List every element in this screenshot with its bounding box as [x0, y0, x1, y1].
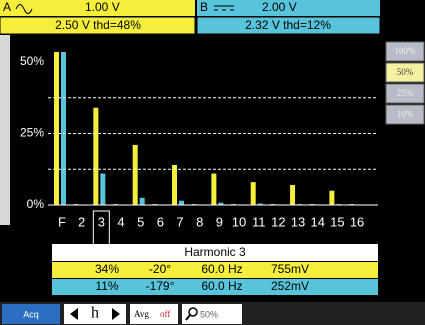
volts-a: 1.00 V [85, 0, 120, 14]
bar [172, 164, 178, 205]
x-tick-label: 3 [98, 214, 105, 229]
scale-label[interactable]: 100% [395, 46, 417, 56]
x-tick-label: 16 [350, 214, 364, 229]
x-tick-label: 4 [117, 214, 124, 229]
readout-value: -179° [146, 279, 175, 293]
channel-a-box [0, 0, 195, 16]
bar [290, 184, 296, 205]
scale-label[interactable]: 50% [397, 67, 414, 77]
volts-b: 2.00 V [262, 0, 297, 14]
thd-b: 2.32 V thd=12% [245, 18, 331, 32]
bar [93, 107, 99, 205]
bar [250, 182, 256, 205]
channel-a-label: A [3, 0, 11, 14]
acq-button[interactable] [2, 304, 60, 324]
scale-label[interactable]: 25% [397, 88, 414, 98]
zoom-button[interactable] [182, 304, 242, 324]
readout-value: 60.0 Hz [201, 279, 242, 293]
channel-b-label: B [200, 0, 208, 14]
readout-value: 11% [95, 279, 118, 293]
x-tick-label: 13 [291, 214, 305, 229]
avg-button[interactable] [130, 304, 178, 324]
readout-value: 252mV [271, 279, 309, 293]
readout-value: 34% [95, 262, 119, 276]
ac-symbol [15, 4, 33, 14]
scale-button[interactable] [385, 41, 425, 62]
avg-state[interactable]: off [160, 309, 170, 319]
bar [211, 173, 217, 205]
bar [132, 144, 138, 205]
scale-button[interactable] [385, 104, 425, 125]
readout-value: 755mV [271, 262, 309, 276]
readout-value: -20° [149, 262, 171, 276]
bar [179, 200, 185, 205]
bar [257, 203, 263, 205]
acq-label[interactable]: Acq [23, 309, 39, 319]
avg-label[interactable]: Avg [134, 309, 149, 319]
x-tick-label: 8 [196, 214, 203, 229]
x-tick-label: 15 [330, 214, 344, 229]
bar [218, 202, 224, 205]
thd-a-box [0, 16, 196, 35]
zoom-label[interactable]: 50% [200, 309, 218, 319]
bar [100, 173, 106, 205]
thd-a: 2.50 V thd=48% [55, 18, 141, 32]
readout-a-box [52, 262, 378, 278]
bar [139, 197, 145, 205]
x-tick-label: 14 [310, 214, 324, 229]
x-tick-label: 9 [216, 214, 223, 229]
readout-title: Harmonic 3 [184, 245, 246, 259]
x-tick-label: 6 [157, 214, 164, 229]
cursor [92, 210, 110, 244]
x-tick-label: 10 [232, 214, 246, 229]
h-label[interactable]: h [91, 305, 99, 322]
readout-b-box [52, 279, 378, 295]
readout-value: 60.0 Hz [201, 262, 242, 276]
x-tick-label: 5 [137, 214, 144, 229]
x-tick-label: 11 [252, 214, 266, 229]
readout-title-box [52, 244, 378, 261]
side-strip [0, 35, 10, 225]
magnifier-handle [185, 314, 191, 321]
y-tick-label: 50% [20, 54, 44, 68]
bar [329, 190, 335, 205]
bar [61, 52, 66, 205]
x-tick-label: 2 [78, 214, 85, 229]
dc-symbol [214, 5, 234, 11]
scale-button[interactable] [385, 83, 425, 104]
scale-button[interactable] [385, 62, 425, 83]
scale-label[interactable]: 10% [397, 109, 414, 119]
x-tick-label: 7 [176, 214, 183, 229]
thd-b-box [196, 16, 381, 35]
x-tick-label: 12 [271, 214, 285, 229]
magnifier [188, 307, 198, 317]
channel-b-box [197, 0, 380, 16]
y-tick-label: 25% [20, 126, 44, 140]
x-tick-label: F [58, 214, 66, 229]
h-button[interactable] [64, 304, 126, 324]
y-tick-label: 0% [27, 197, 45, 211]
bar [54, 52, 59, 205]
